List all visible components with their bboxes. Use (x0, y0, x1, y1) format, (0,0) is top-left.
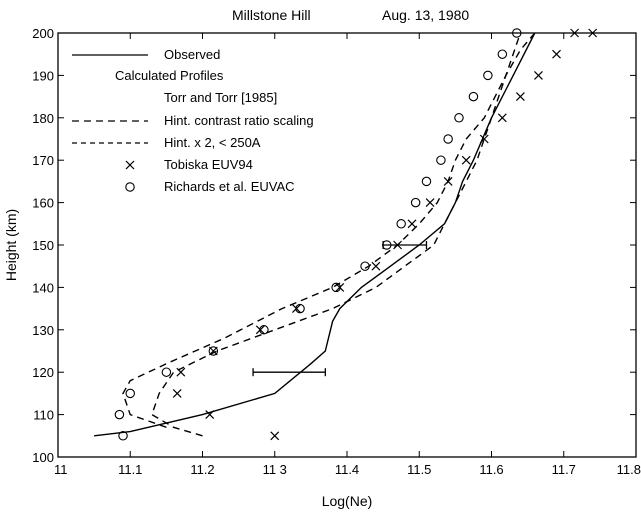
marker-richards-et-al-euvac (410, 197, 421, 208)
marker-tobiska-euv94 (292, 304, 301, 314)
y-tick-label: 180 (32, 111, 54, 126)
y-axis-label: Height (km) (3, 209, 19, 281)
y-tick-label: 140 (32, 280, 54, 295)
legend: Observed Calculated Profiles Torr and To… (72, 47, 314, 194)
series-line-hint-x-2-250a (122, 32, 522, 428)
marker-tobiska-euv94 (407, 219, 417, 229)
marker-tobiska-euv94 (335, 282, 345, 292)
marker-richards-et-al-euvac (468, 91, 479, 102)
legend-label-contrast-ratio: Hint. contrast ratio scaling (164, 113, 314, 128)
marker-tobiska-euv94 (176, 367, 186, 377)
marker-tobiska-euv94 (255, 325, 265, 335)
marker-tobiska-euv94 (515, 92, 525, 102)
chart-title-date: Aug. 13, 1980 (382, 7, 469, 23)
marker-richards-et-al-euvac (118, 431, 128, 441)
error-bar (252, 368, 326, 377)
marker-richards-et-al-euvac (396, 219, 406, 229)
marker-tobiska-euv94 (425, 198, 435, 208)
series-layer (94, 28, 598, 441)
y-tick-label: 130 (32, 323, 54, 338)
marker-richards-et-al-euvac (360, 261, 370, 271)
legend-marker-euvac (125, 182, 135, 192)
x-axis-ticks: 11 11.1 11.2 11 3 11.4 11.5 11.6 11.7 11.8 (54, 33, 641, 477)
marker-tobiska-euv94 (443, 176, 453, 186)
x-tick-label: 11.8 (617, 462, 641, 477)
y-tick-label: 150 (32, 238, 54, 253)
marker-tobiska-euv94 (570, 28, 580, 38)
error-bar (382, 241, 428, 249)
marker-richards-et-al-euvac (208, 346, 219, 356)
marker-richards-et-al-euvac (161, 367, 172, 377)
legend-label-euvac: Richards et al. EUVAC (164, 179, 295, 194)
marker-richards-et-al-euvac (114, 409, 125, 420)
y-tick-label: 170 (32, 153, 54, 168)
x-tick-label: 11.1 (118, 462, 142, 477)
marker-tobiska-euv94 (552, 49, 561, 59)
legend-label-tobiska: Tobiska EUV94 (164, 157, 253, 172)
marker-richards-et-al-euvac (125, 388, 136, 399)
marker-richards-et-al-euvac (443, 134, 453, 144)
marker-richards-et-al-euvac (295, 303, 305, 314)
marker-tobiska-euv94 (479, 134, 489, 144)
legend-label-hint-x2: Hint. x 2, < 250A (164, 135, 261, 150)
marker-richards-et-al-euvac (421, 176, 432, 187)
marker-tobiska-euv94 (588, 28, 598, 38)
y-tick-label: 100 (32, 450, 54, 465)
chart-title-location: Millstone Hill (232, 7, 311, 23)
x-axis-label: Log(Ne) (322, 493, 373, 509)
plot-frame (57, 32, 637, 458)
x-tick-label: 11.6 (479, 462, 503, 477)
marker-tobiska-euv94 (208, 346, 218, 356)
x-tick-label: 11.5 (407, 462, 431, 477)
marker-richards-et-al-euvac (512, 28, 522, 38)
legend-label-observed: Observed (164, 47, 220, 62)
y-tick-label: 190 (32, 68, 54, 83)
marker-tobiska-euv94 (497, 113, 507, 123)
marker-tobiska-euv94 (371, 261, 381, 271)
marker-richards-et-al-euvac (497, 49, 508, 59)
marker-richards-et-al-euvac (454, 113, 464, 123)
series-line-hint-contrast-ratio-scaling (151, 32, 536, 437)
marker-tobiska-euv94 (461, 155, 471, 165)
marker-richards-et-al-euvac (259, 325, 269, 335)
marker-richards-et-al-euvac (436, 155, 446, 165)
y-tick-label: 120 (32, 365, 54, 380)
marker-richards-et-al-euvac (331, 282, 341, 293)
x-tick-label: 11.4 (335, 462, 359, 477)
x-tick-label: 11.2 (190, 462, 214, 477)
legend-marker-tobiska (125, 160, 135, 170)
marker-tobiska-euv94 (205, 410, 215, 420)
x-tick-label: 11 (54, 462, 68, 477)
error-bar-layer (252, 241, 428, 377)
y-tick-label: 160 (32, 196, 54, 211)
marker-richards-et-al-euvac (483, 70, 493, 81)
y-tick-label: 200 (32, 26, 54, 41)
y-axis-ticks: 100 110 120 130 140 150 160 170 180 190 200 (32, 26, 636, 465)
y-tick-label: 110 (33, 408, 54, 423)
series-line-observed (94, 32, 536, 437)
marker-tobiska-euv94 (172, 388, 182, 398)
x-tick-label: 11.7 (552, 462, 576, 477)
legend-label-torr: Torr and Torr [1985] (164, 90, 277, 105)
marker-tobiska-euv94 (270, 431, 280, 441)
marker-tobiska-euv94 (534, 70, 543, 80)
x-tick-label: 11 3 (263, 462, 287, 477)
legend-heading: Calculated Profiles (115, 68, 224, 83)
